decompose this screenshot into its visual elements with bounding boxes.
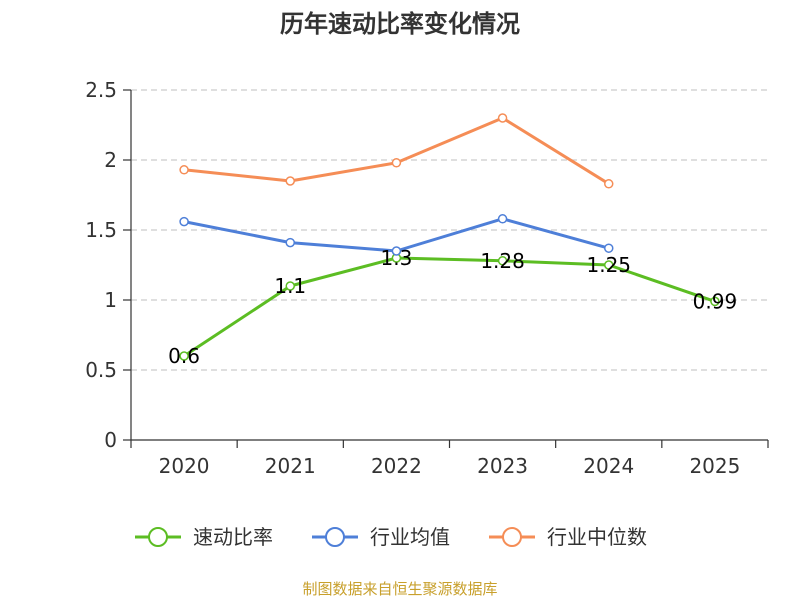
data-point xyxy=(604,243,614,253)
data-point xyxy=(391,246,402,256)
data-point xyxy=(604,260,614,270)
data-point xyxy=(497,256,508,266)
data-labels: 0.6 1.1 1.3 1.28 1.25 0.99 xyxy=(168,246,737,368)
data-label: 1.1 xyxy=(274,274,306,298)
x-tick-label: 2023 xyxy=(477,454,528,478)
y-tick-label: 0 xyxy=(104,428,117,452)
axes: 0 0.5 1 1.5 2 2.5 2020 2021 2022 2023 2024 2025 xyxy=(85,78,769,478)
data-label: 0.99 xyxy=(693,289,738,313)
legend-marker xyxy=(325,527,345,547)
legend-label: 速动比率 xyxy=(193,525,273,549)
data-point xyxy=(285,237,295,248)
data-point xyxy=(497,113,508,123)
data-point xyxy=(497,214,508,224)
data-point xyxy=(179,165,189,175)
series-line-2 xyxy=(183,116,610,186)
data-point xyxy=(604,179,614,189)
grid-lines xyxy=(131,89,768,371)
legend-label: 行业中位数 xyxy=(547,525,647,549)
legend-label: 行业均值 xyxy=(370,525,450,549)
data-point xyxy=(710,296,720,307)
y-tick-label: 0.5 xyxy=(85,358,117,382)
legend-marker xyxy=(502,527,522,547)
y-tick-label: 1.5 xyxy=(85,218,117,242)
chart-title: 历年速动比率变化情况 xyxy=(280,10,520,38)
x-tick-label: 2021 xyxy=(265,454,316,478)
data-point xyxy=(179,216,189,227)
data-label: 1.3 xyxy=(381,246,413,270)
series-line-0 xyxy=(183,256,716,358)
data-point xyxy=(179,351,189,361)
y-tick-label: 2 xyxy=(104,148,117,172)
x-tick-label: 2024 xyxy=(583,454,634,478)
legend: 速动比率 行业均值 行业中位数 xyxy=(135,525,647,549)
data-label: 1.28 xyxy=(480,249,525,273)
x-tick-label: 2025 xyxy=(689,454,740,478)
series-lines xyxy=(179,113,720,361)
data-point xyxy=(285,176,295,186)
y-tick-label: 2.5 xyxy=(85,78,117,102)
data-label: 0.6 xyxy=(168,344,200,368)
legend-marker xyxy=(148,527,168,547)
data-point xyxy=(391,158,402,168)
x-tick-label: 2020 xyxy=(159,454,210,478)
y-tick-label: 1 xyxy=(104,288,117,312)
source-note: 制图数据来自恒生聚源数据库 xyxy=(302,580,498,598)
data-point xyxy=(285,281,295,291)
x-tick-label: 2022 xyxy=(371,454,422,478)
data-label: 1.25 xyxy=(586,253,631,277)
